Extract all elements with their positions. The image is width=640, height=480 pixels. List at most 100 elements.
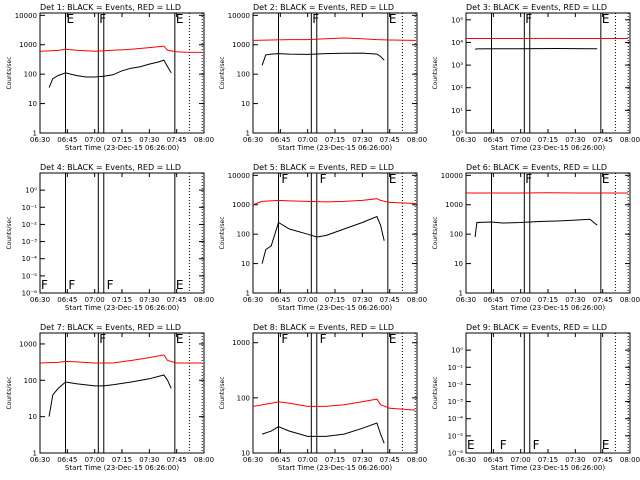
y-tick-label: 1000 (232, 201, 250, 209)
detector-panel-9: Det 9: BLACK = Events, RED = LLD 06:30 06:… (432, 323, 640, 472)
series-line-events (261, 52, 385, 66)
y-tick-label: 1000 (232, 41, 250, 49)
x-tick-label: 06:30 (456, 456, 476, 464)
y-axis-label: Counts/sec (219, 216, 226, 249)
x-axis-label: Start Time (23-Dec-15 06:26:00) (278, 304, 392, 312)
flag-label: F (281, 172, 288, 186)
x-tick-label: 07:45 (380, 136, 400, 144)
x-tick-label: 08:00 (407, 296, 427, 304)
y-axis-label: Counts/sec (219, 376, 226, 409)
x-axis-label: Start Time (23-Dec-15 06:26:00) (65, 464, 179, 472)
x-axis-label: Start Time (23-Dec-15 06:26:00) (278, 144, 392, 152)
series-line-events (48, 374, 172, 417)
series-line-events (261, 422, 385, 444)
y-tick-label: 10⁻² (448, 381, 464, 389)
y-tick-label: 1 (246, 290, 250, 298)
y-axis-label: Counts/sec (6, 56, 13, 89)
panel-title: Det 9: BLACK = Events, RED = LLD (466, 323, 607, 332)
flag-label: F (533, 438, 540, 452)
x-tick-label: 06:45 (57, 296, 77, 304)
plot-frame (465, 172, 631, 294)
flag-label: E (176, 278, 184, 292)
detector-panel-2: Det 2: BLACK = Events, RED = LLD 06:30 06:… (219, 3, 427, 152)
panel-title: Det 4: BLACK = Events, RED = LLD (40, 163, 181, 172)
flag-label: F (281, 332, 288, 346)
x-tick-label: 08:00 (194, 456, 214, 464)
y-axis-label: Counts/sec (6, 376, 13, 409)
y-tick-label: 10⁻⁴ (22, 255, 38, 263)
x-tick-label: 08:00 (620, 456, 640, 464)
panel-title: Det 6: BLACK = Events, RED = LLD (466, 163, 607, 172)
panel-title: Det 5: BLACK = Events, RED = LLD (253, 163, 394, 172)
y-tick-label: 10⁻¹ (448, 364, 464, 372)
y-tick-label: 10⁻⁴ (448, 415, 464, 423)
x-tick-label: 06:45 (57, 136, 77, 144)
y-tick-label: 10⁻² (22, 221, 38, 229)
x-axis-label: Start Time (23-Dec-15 06:26:00) (491, 464, 605, 472)
x-axis-label: Start Time (23-Dec-15 06:26:00) (278, 464, 392, 472)
y-tick-label: 10 (28, 413, 37, 421)
x-tick-label: 07:00 (298, 456, 318, 464)
x-tick-label: 07:15 (112, 136, 132, 144)
plot-frame (252, 12, 418, 134)
panel-title: Det 7: BLACK = Events, RED = LLD (40, 323, 181, 332)
y-tick-label: 1 (33, 450, 37, 458)
y-tick-label: 1000 (232, 339, 250, 347)
series-line-events (474, 47, 598, 50)
flag-label: F (320, 172, 327, 186)
x-tick-label: 07:30 (139, 456, 159, 464)
y-axis-label: Counts/sec (432, 376, 439, 409)
y-axis-label: Counts/sec (219, 56, 226, 89)
x-tick-label: 07:30 (352, 136, 372, 144)
x-tick-label: 06:45 (270, 136, 290, 144)
x-tick-label: 07:00 (85, 136, 105, 144)
flag-label: F (41, 278, 48, 292)
x-tick-label: 06:45 (483, 456, 503, 464)
flag-label: E (602, 12, 610, 26)
y-tick-label: 10⁻⁶ (22, 290, 38, 298)
x-tick-label: 07:45 (380, 456, 400, 464)
plot-frame (39, 172, 205, 294)
detector-panel-5: Det 5: BLACK = Events, RED = LLD 06:30 06:… (219, 163, 427, 312)
y-tick-label: 10⁻⁵ (448, 432, 464, 440)
y-axis-label: Counts/sec (6, 216, 13, 249)
x-tick-label: 07:30 (352, 456, 372, 464)
x-tick-label: 07:00 (298, 296, 318, 304)
x-tick-label: 08:00 (194, 296, 214, 304)
detector-panel-1: Det 1: BLACK = Events, RED = LLD 06:30 06:… (6, 3, 214, 152)
x-axis-label: Start Time (23-Dec-15 06:26:00) (65, 304, 179, 312)
panel-title: Det 2: BLACK = Events, RED = LLD (253, 3, 394, 12)
x-tick-label: 08:00 (620, 296, 640, 304)
x-tick-label: 06:30 (456, 296, 476, 304)
x-tick-label: 07:15 (538, 456, 558, 464)
x-tick-label: 07:00 (511, 136, 531, 144)
detector-panel-8: Det 8: BLACK = Events, RED = LLD 06:30 06:… (219, 323, 427, 472)
series-line-lld (252, 198, 416, 206)
x-tick-label: 07:00 (511, 296, 531, 304)
y-tick-label: 10 (454, 260, 463, 268)
y-tick-label: 10⁻⁶ (448, 450, 464, 458)
series-line-lld (39, 354, 203, 364)
plot-frame (465, 12, 631, 134)
y-tick-label: 1000 (445, 201, 463, 209)
y-tick-label: 10 (241, 100, 250, 108)
x-tick-label: 06:45 (483, 296, 503, 304)
x-tick-label: 07:30 (139, 296, 159, 304)
x-tick-label: 06:30 (30, 296, 50, 304)
y-tick-label: 100 (24, 377, 37, 385)
y-tick-label: 100 (24, 71, 37, 79)
y-tick-label: 10000 (441, 172, 463, 180)
flag-label: F (320, 332, 327, 346)
x-tick-label: 07:30 (565, 456, 585, 464)
x-tick-label: 07:30 (352, 296, 372, 304)
flag-label: E (389, 332, 397, 346)
y-tick-label: 10 (241, 450, 250, 458)
x-tick-label: 06:30 (243, 296, 263, 304)
x-tick-label: 07:45 (593, 456, 613, 464)
x-tick-label: 06:45 (57, 456, 77, 464)
series-line-lld (252, 37, 416, 41)
series-line-events (474, 218, 598, 238)
y-tick-label: 10³ (451, 62, 463, 70)
x-tick-label: 06:45 (270, 456, 290, 464)
